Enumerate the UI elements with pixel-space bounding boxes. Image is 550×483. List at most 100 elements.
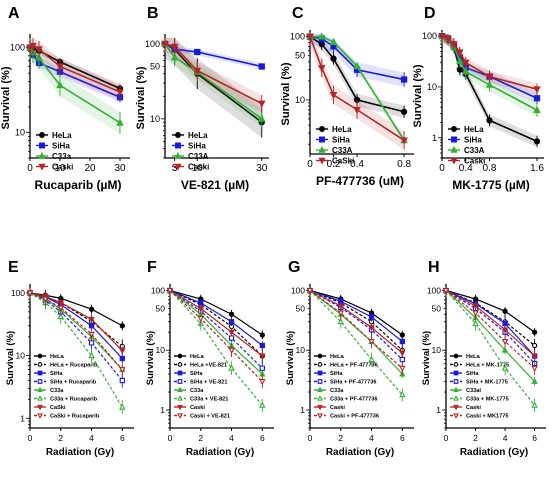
series-line: [309, 289, 403, 351]
x-tick-label: 0.4: [350, 159, 364, 170]
series-hela: HeLa: [306, 33, 408, 134]
data-point: [26, 290, 34, 297]
series-c33a-mk-1775: C33a + MK-1775: [442, 286, 538, 413]
error-band: [165, 38, 262, 113]
data-point: [228, 329, 235, 336]
legend-marker: [177, 395, 183, 401]
legend-marker: [453, 413, 459, 419]
data-point: [501, 346, 509, 353]
data-point: [57, 305, 64, 312]
legend-marker: [39, 132, 45, 138]
y-tick-label: 10: [16, 351, 26, 361]
legend-marker: [450, 145, 458, 153]
data-point: [461, 59, 470, 67]
y-axis-label: Survival (%): [421, 331, 432, 385]
y-tick-label: 100: [290, 32, 305, 42]
data-point: [533, 86, 541, 94]
data-point: [368, 325, 375, 332]
legend-label: C33a + VE-821: [190, 397, 228, 403]
error-band: [442, 34, 538, 96]
legend-marker: [453, 386, 459, 393]
data-point: [170, 53, 179, 61]
series-caski: Caski: [438, 33, 541, 165]
y-tick-label: 100: [427, 285, 441, 295]
series-line: [29, 292, 123, 370]
data-point: [258, 63, 265, 70]
data-point: [399, 365, 406, 372]
y-tick-label: 50: [296, 303, 306, 313]
legend-label: HeLa +VE-821: [190, 363, 227, 369]
y-tick-label: 50: [156, 303, 166, 313]
data-point: [329, 37, 338, 45]
x-tick-label: 0.8: [483, 163, 497, 174]
legend-marker: [174, 163, 182, 171]
y-tick-label: 10: [432, 345, 442, 355]
x-tick-label: 2: [198, 433, 203, 443]
data-point: [116, 118, 124, 126]
x-tick-label: 0.8: [397, 159, 411, 170]
legend-label: C33al: [466, 388, 481, 394]
series-line: [309, 289, 403, 369]
legend-marker: [37, 353, 43, 359]
error-band: [30, 38, 120, 134]
series-line: [309, 289, 403, 336]
x-axis-label: PF-477736 (uM): [316, 174, 404, 188]
y-axis-label: Survival (%): [145, 331, 156, 385]
legend-marker: [317, 379, 323, 384]
series-c33a: C33a: [166, 286, 266, 394]
data-point: [399, 338, 405, 345]
series-line: [445, 290, 536, 382]
panel-letter: C: [292, 5, 304, 22]
x-tick-label: 0: [439, 163, 445, 174]
series-line: [169, 289, 263, 375]
data-point: [56, 63, 64, 71]
legend-marker: [450, 157, 458, 165]
legend-marker: [175, 132, 181, 138]
data-point: [472, 310, 479, 317]
legend-label: HeLa: [330, 354, 345, 360]
error-band: [442, 34, 538, 117]
legend-label: Caski: [188, 162, 209, 171]
legend-label: HeLa: [466, 354, 481, 360]
series-line: [445, 289, 536, 369]
data-point: [485, 80, 494, 88]
data-point: [461, 67, 470, 75]
data-point: [531, 329, 538, 335]
data-point: [399, 350, 406, 357]
data-point: [337, 310, 344, 317]
data-point: [399, 332, 405, 338]
legend-marker: [453, 362, 459, 367]
series-line: [309, 289, 403, 360]
legend-marker: [318, 157, 326, 165]
y-axis-label: Survival (%): [412, 64, 424, 127]
legend-label: HeLa: [190, 354, 205, 360]
series-siha: SiHa: [306, 33, 408, 144]
error-band: [165, 38, 262, 128]
data-point: [88, 323, 95, 329]
legend-label: C33A: [464, 146, 485, 155]
y-tick-label: 10: [427, 82, 437, 92]
series-hela: HeLa: [443, 287, 538, 360]
series-line: [169, 290, 263, 382]
panel-e: E 1 10 100 0 2 4 6 Radiation (Gy) Survival (%) HeL…: [5, 259, 134, 458]
x-tick-label: 20: [84, 163, 96, 174]
series-hela: HeLa: [307, 287, 405, 360]
data-point: [306, 33, 314, 41]
legend-label: CaSki + Rucaparib: [50, 414, 100, 420]
legend-label: SiHa: [50, 371, 63, 377]
data-point: [368, 314, 375, 320]
legend-label: HeLa: [188, 131, 208, 140]
series-line: [445, 289, 535, 333]
legend-marker: [453, 404, 459, 411]
x-tick-label: 6: [120, 433, 125, 443]
series-caski: CaSki: [26, 288, 126, 411]
series-line: [445, 289, 536, 357]
y-tick-label: 10: [295, 95, 305, 105]
x-tick-label: 4: [503, 433, 508, 443]
data-point: [438, 33, 446, 41]
legend-marker: [451, 136, 457, 143]
legend-label: C33A: [332, 146, 353, 155]
x-tick-label: 30: [256, 163, 268, 174]
legend-marker: [177, 362, 183, 367]
x-tick-label: 4: [229, 433, 234, 443]
